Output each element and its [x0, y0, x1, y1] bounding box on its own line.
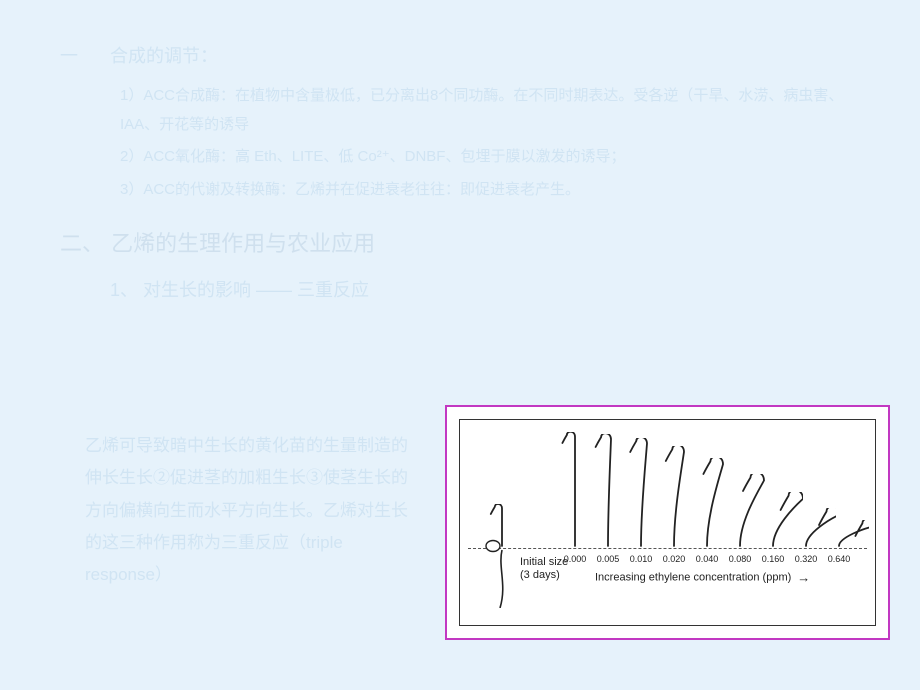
section1-item: 1）ACC合成酶：在植物中含量极低，已分离出8个同功酶。在不同时期表达。受各逆（…: [120, 82, 870, 139]
arrow-right-icon: →: [797, 570, 810, 585]
paragraph: 乙烯可导致暗中生长的黄化苗的生量制造的伸长生长②促进茎的加粗生长③使茎生长的方向…: [85, 430, 415, 591]
x-axis-label: Increasing ethylene concentration (ppm) →: [595, 570, 810, 585]
ethylene-figure: Initial size(3 days)0.0000.0050.0100.020…: [445, 405, 890, 640]
section2-title: 乙烯的生理作用与农业应用: [111, 231, 375, 256]
section1-num: 一: [60, 40, 105, 72]
section2-sub-title: 对生长的影响 —— 三重反应: [143, 280, 369, 300]
axis-label-text: Increasing ethylene concentration (ppm): [595, 571, 791, 583]
section2-num: 二、: [60, 224, 105, 264]
concentration-label: 0.640: [828, 554, 851, 564]
section1-item: 2）ACC氧化酶：高 Eth、LITE、低 Co²⁺、DNBF、包埋于膜以激发的…: [120, 143, 870, 172]
section1-item: 3）ACC的代谢及转换酶：乙烯并在促进衰老往往：即促进衰老产生。: [120, 176, 870, 205]
section1-body: 1）ACC合成酶：在植物中含量极低，已分离出8个同功酶。在不同时期表达。受各逆（…: [60, 82, 870, 204]
section2-sub-num: 1、: [110, 280, 138, 300]
section1-title: 合成的调节：: [110, 46, 218, 66]
figure-panel: Initial size(3 days)0.0000.0050.0100.020…: [459, 419, 876, 626]
seedling: [809, 520, 869, 625]
